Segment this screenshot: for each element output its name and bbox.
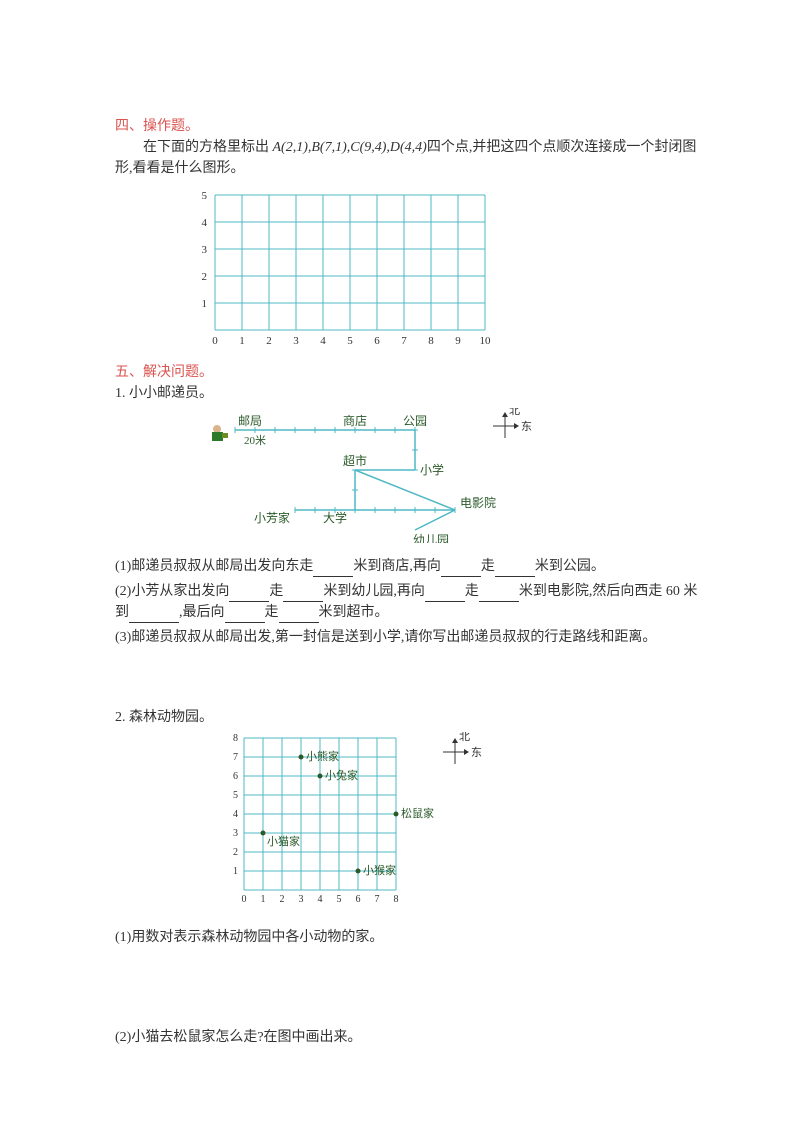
blank[interactable] <box>495 563 535 577</box>
svg-text:7: 7 <box>375 894 380 905</box>
q1-p2h: 米到超市。 <box>319 605 389 620</box>
svg-text:东: 东 <box>471 746 482 759</box>
blank[interactable] <box>225 609 265 623</box>
svg-text:2: 2 <box>233 847 238 858</box>
q1-p2d: 走 <box>465 584 479 599</box>
svg-text:公园: 公园 <box>403 414 427 428</box>
svg-text:6: 6 <box>356 894 361 905</box>
blank[interactable] <box>441 563 481 577</box>
svg-text:小兔家: 小兔家 <box>325 768 358 782</box>
blank[interactable] <box>479 588 519 602</box>
blank[interactable] <box>229 588 269 602</box>
svg-text:3: 3 <box>233 828 238 839</box>
svg-text:20米: 20米 <box>244 434 266 447</box>
svg-text:2: 2 <box>202 271 208 283</box>
svg-text:9: 9 <box>455 335 461 347</box>
blank[interactable] <box>313 563 353 577</box>
svg-text:3: 3 <box>202 244 208 256</box>
svg-text:小猴家: 小猴家 <box>363 863 396 877</box>
svg-text:8: 8 <box>428 335 434 347</box>
section4-grid-wrap: 0 1 2 3 4 5 6 7 8 9 10 1 2 3 4 5 <box>115 183 703 353</box>
svg-text:北: 北 <box>509 408 520 417</box>
svg-text:6: 6 <box>374 335 380 347</box>
section4-title: 四、操作题。 <box>115 115 703 135</box>
svg-text:幼儿园: 幼儿园 <box>413 533 449 543</box>
svg-text:邮局: 邮局 <box>238 414 262 428</box>
q2-p2: (2)小猫去松鼠家怎么走?在图中画出来。 <box>115 1027 703 1048</box>
q1-p2f: ,最后向 <box>179 605 225 620</box>
svg-text:超市: 超市 <box>343 453 367 468</box>
q1-p2: (2)小芳从家出发向走米到幼儿园,再向走米到电影院,然后向西走 60 米到,最后… <box>115 581 703 623</box>
q2-figure-wrap: 0 1 2 3 4 5 6 7 8 1 2 3 4 5 6 7 8 小熊家小兔家松鼠家小猫家小猴家 北东 <box>115 732 703 919</box>
svg-text:7: 7 <box>233 752 238 763</box>
svg-text:0: 0 <box>242 894 247 905</box>
svg-text:6: 6 <box>233 771 238 782</box>
svg-text:大学: 大学 <box>323 510 347 525</box>
svg-text:2: 2 <box>280 894 285 905</box>
svg-text:2: 2 <box>266 335 272 347</box>
blank[interactable] <box>283 588 323 602</box>
svg-text:7: 7 <box>401 335 407 347</box>
svg-text:小芳家: 小芳家 <box>254 510 290 525</box>
s4-prompt-a: 在下面的方格里标出 <box>143 140 273 155</box>
q1-p2b: 走 <box>269 584 283 599</box>
svg-text:1: 1 <box>239 335 245 347</box>
svg-text:5: 5 <box>337 894 342 905</box>
svg-text:3: 3 <box>299 894 304 905</box>
svg-text:10: 10 <box>480 335 492 347</box>
blank[interactable] <box>425 588 465 602</box>
svg-text:0: 0 <box>212 335 218 347</box>
q1-p2a: (2)小芳从家出发向 <box>115 584 229 599</box>
q1-p1a: (1)邮递员叔叔从邮局出发向东走 <box>115 559 313 574</box>
svg-text:4: 4 <box>202 217 208 229</box>
q1-p2c: 米到幼儿园,再向 <box>323 584 425 599</box>
q1-p2g: 走 <box>265 605 279 620</box>
q1-title: 1. 小小邮递员。 <box>115 383 703 404</box>
grid4-svg: 0 1 2 3 4 5 6 7 8 9 10 1 2 3 4 5 <box>185 183 505 348</box>
svg-text:1: 1 <box>261 894 266 905</box>
svg-text:1: 1 <box>202 298 208 310</box>
svg-text:5: 5 <box>202 190 208 202</box>
svg-text:8: 8 <box>394 894 399 905</box>
svg-text:5: 5 <box>347 335 353 347</box>
q1-p3: (3)邮递员叔叔从邮局出发,第一封信是送到小学,请你写出邮递员叔叔的行走路线和距… <box>115 627 703 648</box>
svg-text:3: 3 <box>293 335 299 347</box>
mapq1-svg: 20米 邮局 商店 公园小学 超市大学 小芳家 电影院幼儿园 北东 <box>175 408 545 543</box>
q2-title: 2. 森林动物园。 <box>115 707 703 728</box>
q1-p1b: 米到商店,再向 <box>353 559 441 574</box>
svg-text:松鼠家: 松鼠家 <box>401 806 434 820</box>
q2-p1: (1)用数对表示森林动物园中各小动物的家。 <box>115 927 703 948</box>
blank[interactable] <box>279 609 319 623</box>
svg-text:商店: 商店 <box>343 413 367 428</box>
q1-p1c: 走 <box>481 559 495 574</box>
q1-figure-wrap: 20米 邮局 商店 公园小学 超市大学 小芳家 电影院幼儿园 北东 <box>115 408 703 548</box>
svg-text:4: 4 <box>320 335 326 347</box>
section4-prompt: 在下面的方格里标出 A(2,1),B(7,1),C(9,4),D(4,4)四个点… <box>115 137 703 179</box>
svg-text:东: 东 <box>521 420 532 433</box>
svg-text:北: 北 <box>459 732 470 743</box>
svg-text:小猫家: 小猫家 <box>267 834 300 848</box>
svg-text:小学: 小学 <box>420 462 444 477</box>
svg-text:4: 4 <box>233 809 238 820</box>
svg-text:小熊家: 小熊家 <box>306 749 339 763</box>
q1-p1: (1)邮递员叔叔从邮局出发向东走 米到商店,再向 走 米到公园。 <box>115 556 703 577</box>
blank[interactable] <box>129 609 179 623</box>
svg-text:1: 1 <box>233 866 238 877</box>
q1-p1d: 米到公园。 <box>535 559 605 574</box>
svg-text:4: 4 <box>318 894 323 905</box>
grid5-svg: 0 1 2 3 4 5 6 7 8 1 2 3 4 5 6 7 8 小熊家小兔家松鼠家小猫家小猴家 北东 <box>220 732 510 914</box>
svg-text:电影院: 电影院 <box>460 496 496 510</box>
section5-title: 五、解决问题。 <box>115 361 703 381</box>
s4-points: A(2,1),B(7,1),C(9,4),D(4,4) <box>273 140 427 155</box>
svg-text:5: 5 <box>233 790 238 801</box>
svg-text:8: 8 <box>233 733 238 744</box>
